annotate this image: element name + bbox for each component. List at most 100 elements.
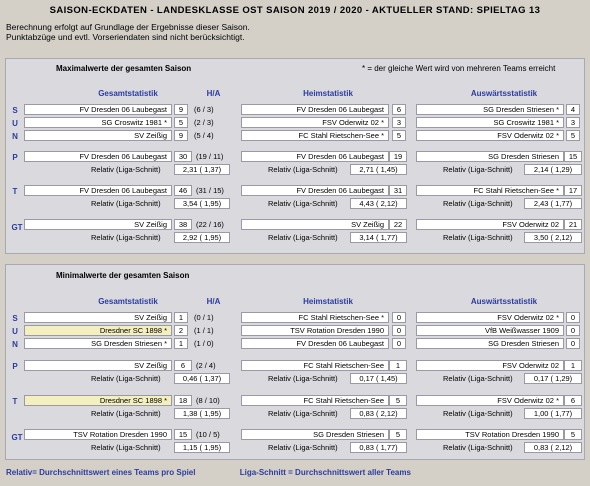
max-legend: * = der gleiche Wert wird von mehreren T… — [362, 64, 556, 73]
max-p-ausw-team: SG Dresden Striesen — [416, 151, 564, 162]
max-gt-heim-rel: 3,14 ( 1,77) — [350, 232, 407, 243]
max-n-ausw-value: 5 — [566, 130, 580, 141]
min-t-gesamt-value: 18 — [174, 395, 192, 406]
max-n-heim-value: 5 — [392, 130, 406, 141]
max-p-heim-rel: 2,71 ( 1,45) — [350, 164, 407, 175]
col-head-ausw-min: Auswärtsstatistik — [470, 297, 538, 306]
max-u-ausw-team: SG Croswitz 1981 * — [416, 117, 564, 128]
footer-relativ: Relativ= Durchschnittswert eines Teams p… — [6, 468, 196, 477]
max-s-gesamt-team: FV Dresden 06 Laubegast — [24, 104, 172, 115]
min-gt-heim-rel-label: Relativ (Liga-Schnitt) — [268, 443, 338, 452]
min-p-ausw-rel: 0,17 ( 1,29) — [524, 373, 582, 384]
max-p-ausw-rel-label: Relativ (Liga-Schnitt) — [443, 165, 513, 174]
min-t-gesamt-team: Dresdner SC 1898 * — [24, 395, 172, 406]
min-s-heim-team: FC Stahl Rietschen-See * — [241, 312, 389, 323]
note-line-2: Punktabzüge und evtl. Vorseriendaten sin… — [6, 32, 245, 42]
row-label-n: N — [12, 132, 18, 141]
max-u-gesamt-team: SG Croswitz 1981 * — [24, 117, 172, 128]
max-p-heim-value: 19 — [389, 151, 407, 162]
max-p-gesamt-value: 30 — [174, 151, 192, 162]
min-gt-ausw-team: TSV Rotation Dresden 1990 — [416, 429, 564, 440]
col-head-gesamt: Gesamtstatistik — [98, 89, 158, 98]
row-label-p: P — [12, 153, 18, 162]
max-s-ausw-team: SG Dresden Striesen * — [416, 104, 564, 115]
row-label-n-min: N — [12, 340, 18, 349]
max-p-ausw-rel: 2,14 ( 1,29) — [524, 164, 582, 175]
min-t-ausw-value: 6 — [564, 395, 582, 406]
max-t-gesamt-rel: 3,54 ( 1,95) — [174, 198, 230, 209]
max-p-ausw-value: 15 — [564, 151, 582, 162]
min-t-gesamt-rel-label: Relativ (Liga-Schnitt) — [91, 409, 161, 418]
row-label-t-min: T — [12, 397, 18, 406]
max-gt-gesamt-rel-label: Relativ (Liga-Schnitt) — [91, 233, 161, 242]
min-s-gesamt-value: 1 — [174, 312, 188, 323]
max-s-heim-value: 6 — [392, 104, 406, 115]
min-gt-gesamt-value: 15 — [174, 429, 192, 440]
col-head-gesamt-min: Gesamtstatistik — [98, 297, 158, 306]
min-gt-heim-value: 5 — [389, 429, 407, 440]
min-t-ausw-team: FSV Oderwitz 02 * — [416, 395, 564, 406]
col-head-ha-min: H/A — [206, 297, 221, 306]
max-p-gesamt-team: FV Dresden 06 Laubegast — [24, 151, 172, 162]
min-p-ausw-value: 1 — [564, 360, 582, 371]
row-label-s: S — [12, 106, 18, 115]
min-p-gesamt-rel-label: Relativ (Liga-Schnitt) — [91, 374, 161, 383]
max-s-gesamt-ha: (6 / 3) — [194, 105, 214, 114]
max-gt-gesamt-team: SV Zeißig — [24, 219, 172, 230]
max-n-gesamt-team: SV Zeißig — [24, 130, 172, 141]
max-t-gesamt-team: FV Dresden 06 Laubegast — [24, 185, 172, 196]
max-t-heim-value: 31 — [389, 185, 407, 196]
min-p-heim-rel: 0,17 ( 1,45) — [350, 373, 407, 384]
max-n-ausw-team: FSV Oderwitz 02 * — [416, 130, 564, 141]
min-u-ausw-team: VfB Weißwasser 1909 — [416, 325, 564, 336]
max-gt-heim-value: 22 — [389, 219, 407, 230]
max-s-ausw-value: 4 — [566, 104, 580, 115]
max-t-gesamt-rel-label: Relativ (Liga-Schnitt) — [91, 199, 161, 208]
min-heading: Minimalwerte der gesamten Saison — [56, 271, 190, 280]
max-p-heim-team: FV Dresden 06 Laubegast — [241, 151, 389, 162]
max-p-gesamt-rel-label: Relativ (Liga-Schnitt) — [91, 165, 161, 174]
max-u-heim-value: 3 — [392, 117, 406, 128]
min-t-gesamt-ha: (8 / 10) — [196, 396, 220, 405]
min-p-ausw-rel-label: Relativ (Liga-Schnitt) — [443, 374, 513, 383]
min-t-ausw-rel: 1,00 ( 1,77) — [524, 408, 582, 419]
max-s-gesamt-value: 9 — [174, 104, 188, 115]
min-gt-ausw-rel: 0,83 ( 2,12) — [524, 442, 582, 453]
min-p-heim-team: FC Stahl Rietschen-See — [241, 360, 389, 371]
col-head-heim-min: Heimstatistik — [303, 297, 353, 306]
min-u-gesamt-value: 2 — [174, 325, 188, 336]
min-p-ausw-team: FSV Oderwitz 02 — [416, 360, 564, 371]
max-u-gesamt-value: 5 — [174, 117, 188, 128]
max-t-gesamt-value: 46 — [174, 185, 192, 196]
col-head-ha: H/A — [206, 89, 221, 98]
min-t-heim-rel-label: Relativ (Liga-Schnitt) — [268, 409, 338, 418]
min-gt-heim-team: SG Dresden Striesen — [241, 429, 389, 440]
min-gt-ausw-value: 5 — [564, 429, 582, 440]
min-p-gesamt-rel: 0,46 ( 1,37) — [174, 373, 230, 384]
max-t-gesamt-ha: (31 / 15) — [196, 186, 224, 195]
min-s-heim-value: 0 — [392, 312, 406, 323]
min-p-gesamt-value: 6 — [174, 360, 192, 371]
max-t-heim-team: FV Dresden 06 Laubegast — [241, 185, 389, 196]
min-s-gesamt-team: SV Zeißig — [24, 312, 172, 323]
min-n-gesamt-ha: (1 / 0) — [194, 339, 214, 348]
min-u-gesamt-team: Dresdner SC 1898 * — [24, 325, 172, 336]
note-line-1: Berechnung erfolgt auf Grundlage der Erg… — [6, 22, 250, 32]
max-panel: Maximalwerte der gesamten Saison * = der… — [5, 58, 585, 254]
max-n-gesamt-value: 9 — [174, 130, 188, 141]
min-u-heim-team: TSV Rotation Dresden 1990 — [241, 325, 389, 336]
max-gt-gesamt-ha: (22 / 16) — [196, 220, 224, 229]
min-p-heim-rel-label: Relativ (Liga-Schnitt) — [268, 374, 338, 383]
max-s-heim-team: FV Dresden 06 Laubegast — [241, 104, 389, 115]
min-s-ausw-team: FSV Oderwitz 02 * — [416, 312, 564, 323]
max-p-gesamt-ha: (19 / 11) — [196, 152, 224, 161]
max-u-ausw-value: 3 — [566, 117, 580, 128]
min-p-gesamt-team: SV Zeißig — [24, 360, 172, 371]
max-u-heim-team: FSV Oderwitz 02 * — [241, 117, 389, 128]
max-gt-ausw-value: 21 — [564, 219, 582, 230]
max-gt-ausw-rel: 3,50 ( 2,12) — [524, 232, 582, 243]
max-t-heim-rel: 4,43 ( 2,12) — [350, 198, 407, 209]
max-p-gesamt-rel: 2,31 ( 1,37) — [174, 164, 230, 175]
min-gt-gesamt-rel: 1,15 ( 1,95) — [174, 442, 230, 453]
page-title: SAISON-ECKDATEN - LANDESKLASSE OST SAISO… — [49, 5, 541, 16]
